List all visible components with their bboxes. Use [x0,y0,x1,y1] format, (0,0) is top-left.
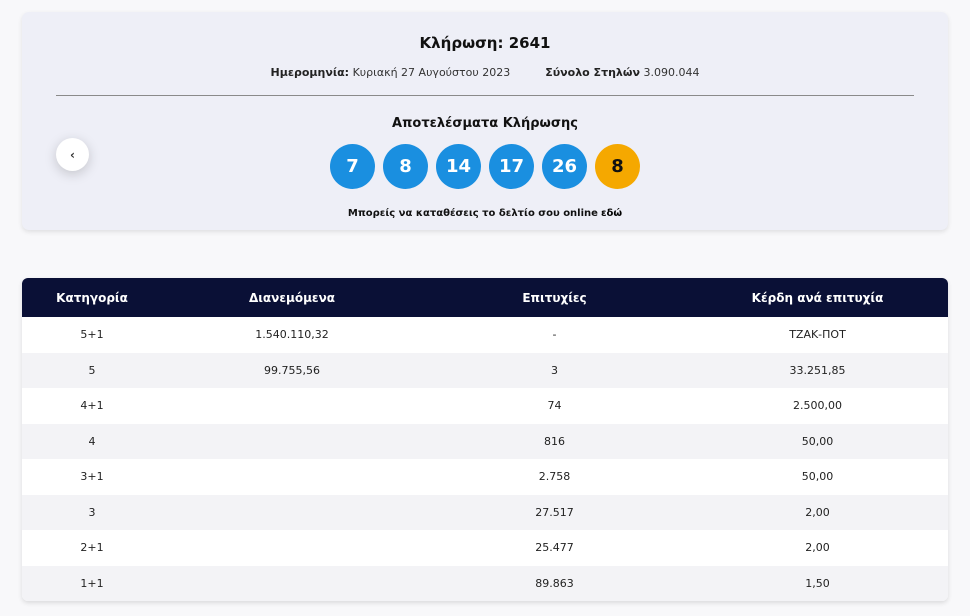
prize-cell: 1,50 [805,576,830,590]
prize-cell: 50,00 [801,470,834,484]
table-row: 2+1 25.477 2,00 [22,530,948,566]
category-cell: 3 [88,505,96,519]
winners-cell: 89.863 [535,576,574,590]
online-text: Μπορείς να καταθέσεις το δελτίο σου onli… [347,208,598,219]
prize-cell: 50,00 [801,434,834,448]
date-value: Κυριακή 27 Αυγούστου 2023 [352,66,511,79]
category-cell: 5+1 [80,328,104,342]
distributed-cell [162,566,422,602]
prize-cell: 33.251,85 [789,363,846,377]
table-row: 3 27.517 2,00 [22,494,948,531]
winners-cell: 25.477 [535,541,574,555]
header-prize-per-winner: Κέρδη ανά επιτυχία [751,290,884,305]
category-cell: 1+1 [80,576,104,590]
category-cell: 2+1 [80,541,104,555]
joker-ball: 8 [595,144,640,189]
table-row: 3+1 2.758 50,00 [22,459,948,495]
table-row: 4 816 50,00 [22,423,948,460]
table-row: 5 99.755,56 3 33.251,85 [22,352,948,388]
number-ball: 26 [542,144,587,189]
number-ball: 8 [383,144,428,189]
header-category: Κατηγορία [56,290,128,305]
prize-cell: 2,00 [805,505,830,519]
online-note: Μπορείς να καταθέσεις το δελτίο σου onli… [22,208,948,219]
distributed-cell [162,459,422,495]
distributed-cell: 1.540.110,32 [255,328,329,342]
prize-cell: ΤΖΑΚ-ΠΟΤ [789,328,846,342]
prize-cell: 2,00 [805,541,830,555]
table-header-row: Κατηγορία Διανεμόμενα Επιτυχίες Κέρδη αν… [22,278,948,317]
category-cell: 3+1 [80,470,104,484]
distributed-cell [162,530,422,566]
draw-meta: Ημερομηνία: Κυριακή 27 Αυγούστου 2023 Σύ… [22,66,948,79]
table-row: 5+1 1.540.110,32 - ΤΖΑΚ-ΠΟΤ [22,317,948,353]
table-row: 4+1 74 2.500,00 [22,388,948,424]
results-title: Αποτελέσματα Κλήρωσης [392,116,578,131]
winners-cell: 3 [551,363,558,377]
prize-cell: 2.500,00 [793,399,842,413]
header-winners: Επιτυχίες [522,290,587,305]
number-ball: 14 [436,144,481,189]
divider [56,95,914,96]
category-cell: 4+1 [80,399,104,413]
draw-card: Κλήρωση: 2641 Ημερομηνία: Κυριακή 27 Αυγ… [22,12,948,230]
winners-cell: 74 [547,399,562,413]
prize-table: Κατηγορία Διανεμόμενα Επιτυχίες Κέρδη αν… [22,278,948,601]
previous-draw-button[interactable]: ‹ [56,138,89,171]
date-label: Ημερομηνία: [270,66,350,79]
winners-cell: 27.517 [535,505,574,519]
draw-title: Κλήρωση: 2641 [419,34,551,52]
columns-value: 3.090.044 [643,66,700,79]
winners-cell: 2.758 [538,470,571,484]
distributed-cell [162,424,422,460]
distributed-cell [162,495,422,531]
winners-cell: - [552,328,557,342]
distributed-cell: 99.755,56 [264,363,320,377]
header-distributed: Διανεμόμενα [248,290,336,305]
winning-numbers: 7 8 14 17 26 8 [22,144,948,189]
columns-label: Σύνολο Στηλών [545,66,640,79]
table-row: 1+1 89.863 1,50 [22,565,948,602]
distributed-cell [162,388,422,424]
number-ball: 17 [489,144,534,189]
chevron-left-icon: ‹ [70,147,75,162]
online-link[interactable]: εδώ [600,208,623,219]
category-cell: 5 [88,363,96,377]
winners-cell: 816 [544,434,565,448]
category-cell: 4 [88,434,96,448]
number-ball: 7 [330,144,375,189]
